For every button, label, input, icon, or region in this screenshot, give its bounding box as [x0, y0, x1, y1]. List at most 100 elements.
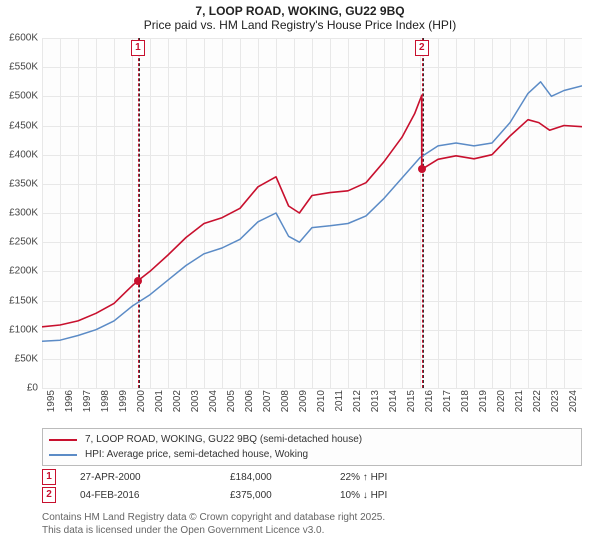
xtick-label: 2024 [568, 390, 579, 412]
sale-hpi-delta: 10% ↓ HPI [340, 490, 460, 501]
gridline-v [456, 38, 457, 388]
chart-container: 7, LOOP ROAD, WOKING, GU22 9BQ Price pai… [0, 0, 600, 560]
xtick-label: 2009 [298, 390, 309, 412]
gridline-h [42, 388, 582, 389]
xtick-label: 2014 [388, 390, 399, 412]
sale-marker-line [422, 38, 424, 388]
gridline-v [510, 38, 511, 388]
sale-price: £375,000 [230, 490, 340, 501]
gridline-v [384, 38, 385, 388]
ytick-label: £600K [0, 33, 38, 44]
gridline-v [330, 38, 331, 388]
footer-line1: Contains HM Land Registry data © Crown c… [42, 512, 582, 525]
footer-line2: This data is licensed under the Open Gov… [42, 525, 582, 538]
xtick-label: 2016 [424, 390, 435, 412]
plot-area: £0£50K£100K£150K£200K£250K£300K£350K£400… [42, 38, 582, 388]
legend-item: HPI: Average price, semi-detached house,… [49, 447, 575, 462]
xtick-label: 2013 [370, 390, 381, 412]
gridline-v [114, 38, 115, 388]
xtick-label: 1999 [118, 390, 129, 412]
sale-marker-dot [418, 165, 426, 173]
ytick-label: £450K [0, 120, 38, 131]
sale-marker-dot [134, 277, 142, 285]
sale-number-badge: 2 [42, 487, 56, 503]
xtick-label: 2017 [442, 390, 453, 412]
xtick-label: 2011 [334, 390, 345, 412]
xtick-label: 2012 [352, 390, 363, 412]
title-block: 7, LOOP ROAD, WOKING, GU22 9BQ Price pai… [0, 0, 600, 34]
xtick-label: 1997 [82, 390, 93, 412]
gridline-v [132, 38, 133, 388]
legend-swatch [49, 454, 77, 456]
sale-hpi-delta: 22% ↑ HPI [340, 472, 460, 483]
ytick-label: £550K [0, 62, 38, 73]
sale-marker-line [138, 38, 140, 388]
ytick-label: £300K [0, 208, 38, 219]
legend-item: 7, LOOP ROAD, WOKING, GU22 9BQ (semi-det… [49, 432, 575, 447]
gridline-v [186, 38, 187, 388]
xtick-label: 2000 [136, 390, 147, 412]
title-address: 7, LOOP ROAD, WOKING, GU22 9BQ [0, 4, 600, 18]
sale-date: 27-APR-2000 [80, 472, 230, 483]
gridline-v [96, 38, 97, 388]
gridline-v [294, 38, 295, 388]
legend-box: 7, LOOP ROAD, WOKING, GU22 9BQ (semi-det… [42, 428, 582, 466]
gridline-v [60, 38, 61, 388]
gridline-v [402, 38, 403, 388]
xtick-label: 2023 [550, 390, 561, 412]
gridline-v [528, 38, 529, 388]
footer-attribution: Contains HM Land Registry data © Crown c… [42, 512, 582, 537]
ytick-label: £200K [0, 266, 38, 277]
gridline-v [348, 38, 349, 388]
gridline-v [366, 38, 367, 388]
legend-swatch [49, 439, 77, 441]
xtick-label: 2004 [208, 390, 219, 412]
xtick-label: 2008 [280, 390, 291, 412]
xtick-label: 2007 [262, 390, 273, 412]
gridline-v [240, 38, 241, 388]
ytick-label: £250K [0, 237, 38, 248]
sale-marker-badge: 1 [131, 40, 145, 56]
xtick-label: 2020 [496, 390, 507, 412]
ytick-label: £0 [0, 383, 38, 394]
gridline-v [168, 38, 169, 388]
xtick-label: 2022 [532, 390, 543, 412]
sale-row: 204-FEB-2016£375,00010% ↓ HPI [42, 486, 582, 504]
sale-number-badge: 1 [42, 469, 56, 485]
xtick-label: 2003 [190, 390, 201, 412]
xtick-label: 2006 [244, 390, 255, 412]
gridline-v [438, 38, 439, 388]
gridline-v [222, 38, 223, 388]
ytick-label: £100K [0, 324, 38, 335]
xtick-label: 2001 [154, 390, 165, 412]
gridline-v [204, 38, 205, 388]
ytick-label: £500K [0, 91, 38, 102]
sale-marker-badge: 2 [415, 40, 429, 56]
xtick-label: 2018 [460, 390, 471, 412]
legend-label: HPI: Average price, semi-detached house,… [85, 449, 308, 460]
xtick-label: 2019 [478, 390, 489, 412]
gridline-v [42, 38, 43, 388]
ytick-label: £50K [0, 353, 38, 364]
legend-label: 7, LOOP ROAD, WOKING, GU22 9BQ (semi-det… [85, 434, 362, 445]
xtick-label: 1995 [46, 390, 57, 412]
xtick-label: 2021 [514, 390, 525, 412]
gridline-v [150, 38, 151, 388]
xtick-label: 1998 [100, 390, 111, 412]
sale-price: £184,000 [230, 472, 340, 483]
gridline-v [546, 38, 547, 388]
xtick-label: 1996 [64, 390, 75, 412]
gridline-v [312, 38, 313, 388]
gridline-v [492, 38, 493, 388]
gridline-v [564, 38, 565, 388]
sales-table: 1 27-APR-2000£184,00022% ↑ HPI 204-FEB-201… [42, 468, 582, 504]
ytick-label: £400K [0, 149, 38, 160]
ytick-label: £350K [0, 178, 38, 189]
sale-row: 1 27-APR-2000£184,00022% ↑ HPI [42, 468, 582, 486]
title-subtitle: Price paid vs. HM Land Registry's House … [0, 18, 600, 32]
gridline-v [78, 38, 79, 388]
xtick-label: 2005 [226, 390, 237, 412]
gridline-v [474, 38, 475, 388]
chart-area: £0£50K£100K£150K£200K£250K£300K£350K£400… [42, 38, 582, 388]
gridline-v [276, 38, 277, 388]
